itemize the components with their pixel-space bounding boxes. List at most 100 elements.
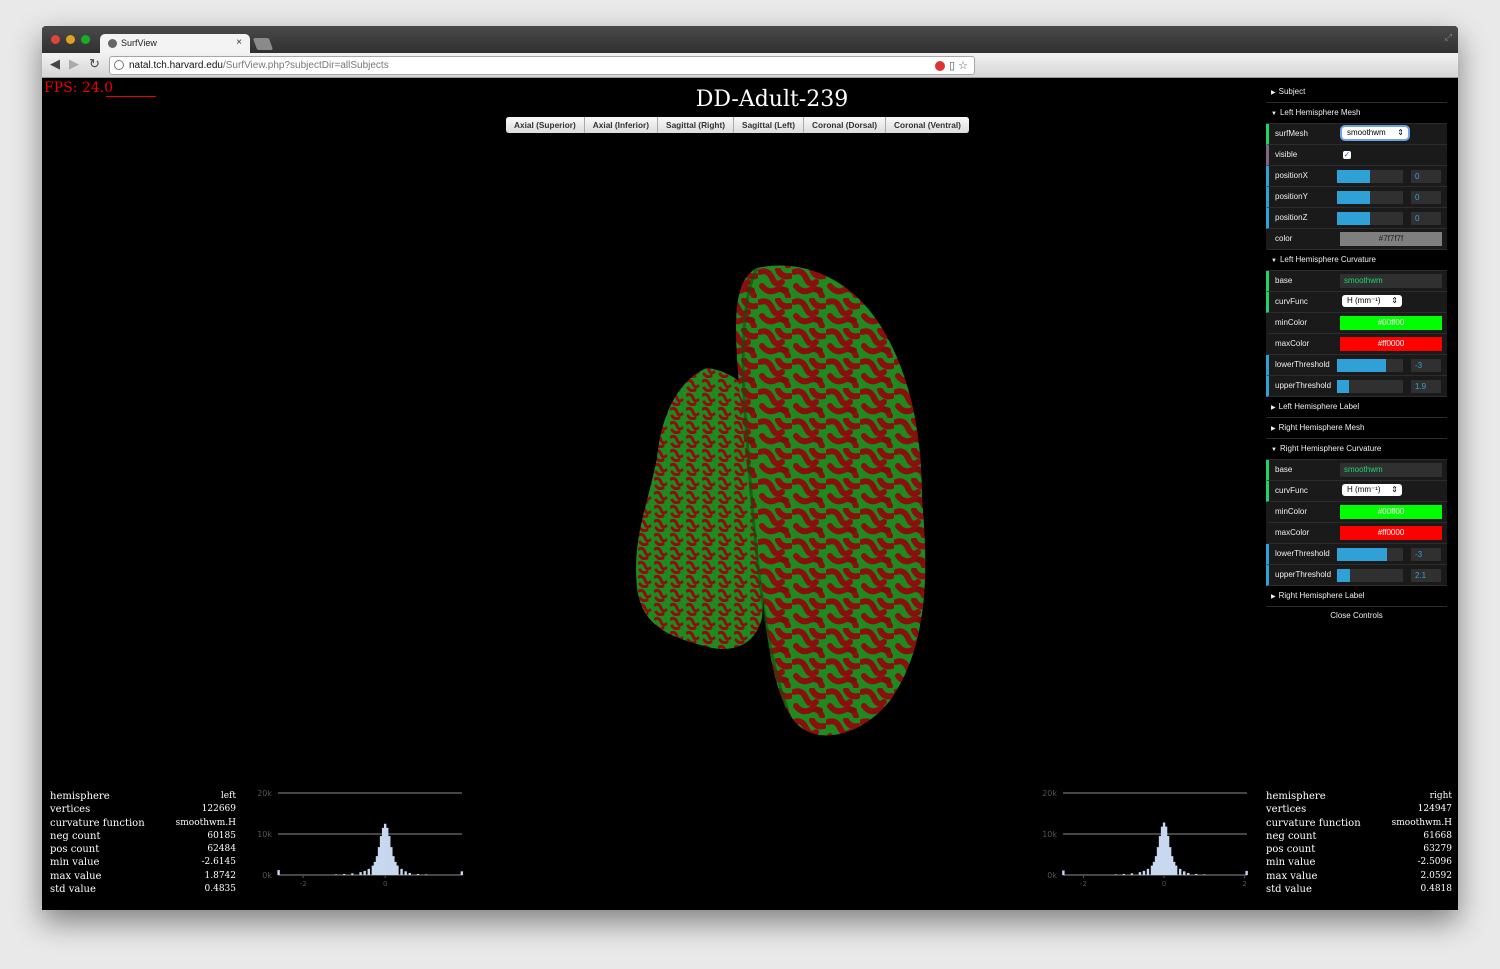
hist-ytick-label: 0k xyxy=(1047,871,1057,880)
lh-lowerthreshold-slider[interactable] xyxy=(1337,359,1403,372)
browser-tab[interactable]: SurfView × xyxy=(100,34,250,53)
lh-maxcolor-swatch[interactable]: #ff0000 xyxy=(1340,337,1442,351)
window-maximize-button[interactable] xyxy=(81,35,90,44)
hist-bar xyxy=(388,836,391,875)
rh-curvfunc-row: curvFunc H (mm⁻¹) ⇕ xyxy=(1266,481,1447,502)
lh-positionz-slider[interactable] xyxy=(1337,212,1403,225)
lh-upperthreshold-slider[interactable] xyxy=(1337,380,1403,393)
bookmark-star-icon[interactable]: ▯ ☆ xyxy=(935,58,968,75)
hist-bar xyxy=(381,827,385,875)
hist-bar xyxy=(400,868,403,875)
stat-row: max value 2.0592 xyxy=(1266,870,1452,882)
window-minimize-button[interactable] xyxy=(66,35,75,44)
hist-bar xyxy=(1245,870,1248,875)
fps-graph xyxy=(106,92,156,97)
rh-lowerthreshold-input[interactable]: -3 xyxy=(1411,548,1441,561)
lh-mincolor-row: minColor #00ff00 xyxy=(1266,313,1447,334)
tab-strip: SurfView × ⤢ xyxy=(42,26,1458,53)
rh-curvfunc-select[interactable]: H (mm⁻¹) ⇕ xyxy=(1342,484,1402,496)
lh-positiony-slider[interactable] xyxy=(1337,191,1403,204)
view-coronal-ventral-button[interactable]: Coronal (Ventral) xyxy=(886,117,969,133)
window-close-button[interactable] xyxy=(51,35,60,44)
reload-icon[interactable]: ↻ xyxy=(89,56,100,71)
back-icon[interactable]: ◀ xyxy=(50,56,60,71)
hist-bar xyxy=(396,865,399,875)
lh-base-input[interactable]: smoothwm xyxy=(1340,274,1442,288)
lh-visible-checkbox[interactable]: ✓ xyxy=(1343,150,1351,159)
view-axial-superior-button[interactable]: Axial (Superior) xyxy=(506,117,585,133)
hist-bar xyxy=(1146,868,1150,875)
view-sagittal-left-button[interactable]: Sagittal (Left) xyxy=(734,117,805,133)
view-coronal-dorsal-button[interactable]: Coronal (Dorsal) xyxy=(804,117,887,133)
hist-bar xyxy=(1150,865,1154,875)
stat-row: max value 1.8742 xyxy=(50,870,236,882)
hist-bar xyxy=(1168,847,1172,875)
globe-icon xyxy=(114,60,124,70)
address-bar[interactable]: natal.tch.harvard.edu/SurfView.php?subje… xyxy=(109,56,975,75)
hist-ytick-label: 10k xyxy=(257,830,272,839)
stat-row: neg count 60185 xyxy=(50,830,236,842)
lh-surfmesh-select[interactable]: smoothwm ⇕ xyxy=(1342,127,1408,139)
lh-mincolor-swatch[interactable]: #00ff00 xyxy=(1340,316,1442,330)
hist-bar xyxy=(1187,872,1190,875)
lh-positionx-slider[interactable] xyxy=(1337,170,1403,183)
hist-bar xyxy=(1172,861,1176,875)
hist-bar xyxy=(394,861,397,875)
folder-left-hemisphere-curvature[interactable]: ▼ Left Hemisphere Curvature xyxy=(1266,250,1447,271)
hist-bar xyxy=(375,856,379,875)
view-axial-inferior-button[interactable]: Axial (Inferior) xyxy=(584,117,659,133)
lh-positionz-input[interactable]: 0 xyxy=(1411,212,1441,225)
hist-bar xyxy=(277,870,280,875)
hist-bar xyxy=(1114,874,1117,875)
rh-upperthreshold-input[interactable]: 2.1 xyxy=(1411,569,1441,582)
hist-ytick-label: 10k xyxy=(1042,830,1057,839)
rh-upperthreshold-slider[interactable] xyxy=(1337,569,1403,582)
lh-positiony-row: positionY 0 xyxy=(1266,187,1447,208)
tab-close-icon[interactable]: × xyxy=(236,37,242,48)
hist-xtick-label: 0 xyxy=(1162,880,1166,888)
folder-left-hemisphere-mesh[interactable]: ▼ Left Hemisphere Mesh xyxy=(1266,103,1447,124)
lh-base-row: base smoothwm xyxy=(1266,271,1447,292)
hist-bar xyxy=(371,865,375,875)
folder-right-hemisphere-curvature[interactable]: ▼ Right Hemisphere Curvature xyxy=(1266,439,1447,460)
view-button-bar: Axial (Superior) Axial (Inferior) Sagitt… xyxy=(506,117,969,133)
folder-subject[interactable]: ▶ Subject xyxy=(1266,82,1447,103)
hist-bar xyxy=(1183,871,1186,875)
hist-bar xyxy=(1142,870,1146,875)
surfview-page: FPS: 24.0 DD-Adult-239 Axial (Superior) … xyxy=(42,78,1458,910)
hist-bar xyxy=(367,868,370,875)
lh-upperthreshold-input[interactable]: 1.9 xyxy=(1411,380,1441,393)
stat-row: hemisphere left xyxy=(50,791,236,802)
close-controls-button[interactable]: Close Controls xyxy=(1266,607,1447,625)
rh-maxcolor-row: maxColor #ff0000 xyxy=(1266,523,1447,544)
hist-bar xyxy=(1154,856,1158,875)
lh-curvfunc-select[interactable]: H (mm⁻¹) ⇕ xyxy=(1342,295,1402,307)
lh-positiony-input[interactable]: 0 xyxy=(1411,191,1441,204)
favicon-icon xyxy=(108,39,117,48)
lh-lowerthreshold-row: lowerThreshold -3 xyxy=(1266,355,1447,376)
lh-positionx-row: positionX 0 xyxy=(1266,166,1447,187)
fullscreen-icon[interactable]: ⤢ xyxy=(1444,32,1452,42)
hist-bar xyxy=(1122,873,1125,875)
forward-icon[interactable]: ▶ xyxy=(69,56,79,71)
rh-mincolor-swatch[interactable]: #00ff00 xyxy=(1340,505,1442,519)
stat-row: curvature function smoothwm.H xyxy=(50,817,236,829)
view-sagittal-right-button[interactable]: Sagittal (Right) xyxy=(658,117,735,133)
rh-base-input[interactable]: smoothwm xyxy=(1340,463,1442,477)
rh-lowerthreshold-slider[interactable] xyxy=(1337,548,1403,561)
brain-surface-render[interactable] xyxy=(622,238,942,738)
folder-left-hemisphere-label[interactable]: ▶ Left Hemisphere Label xyxy=(1266,397,1447,418)
rh-lowerthreshold-row: lowerThreshold -3 xyxy=(1266,544,1447,565)
lh-lowerthreshold-input[interactable]: -3 xyxy=(1411,359,1441,372)
stat-row: hemisphere right xyxy=(1266,791,1452,802)
rh-maxcolor-swatch[interactable]: #ff0000 xyxy=(1340,526,1442,540)
hist-xtick-label: 2 xyxy=(1242,880,1246,888)
new-tab-button[interactable] xyxy=(252,38,274,50)
hist-bar xyxy=(1195,873,1198,875)
lh-positionx-input[interactable]: 0 xyxy=(1411,170,1441,183)
folder-right-hemisphere-label[interactable]: ▶ Right Hemisphere Label xyxy=(1266,586,1447,607)
hist-bar xyxy=(373,861,377,875)
lh-color-swatch[interactable]: #7f7f7f xyxy=(1340,232,1442,246)
folder-right-hemisphere-mesh[interactable]: ▶ Right Hemisphere Mesh xyxy=(1266,418,1447,439)
hist-bar xyxy=(404,871,407,875)
